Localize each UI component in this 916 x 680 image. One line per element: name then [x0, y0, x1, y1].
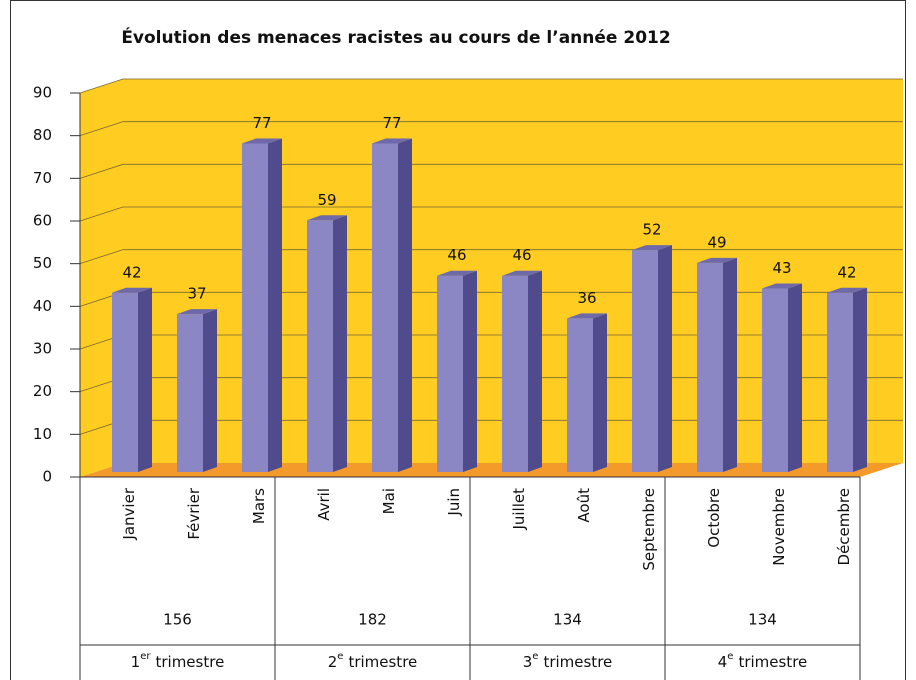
y-tick-label: 0 [42, 468, 52, 486]
bar-side [138, 287, 152, 472]
bar-top [177, 309, 217, 315]
x-tick-label: Janvier [120, 487, 138, 540]
y-tick-label: 30 [33, 340, 52, 358]
bar-side [333, 215, 347, 472]
bar [502, 275, 528, 472]
bar-side [723, 257, 737, 472]
quarter-suffix: e [532, 651, 538, 662]
quarter-total: 182 [358, 611, 387, 629]
x-tick-label: Novembre [770, 488, 788, 566]
bar [307, 220, 333, 472]
bar-top [697, 257, 737, 263]
y-tick-label: 80 [33, 126, 52, 144]
x-tick-label: Avril [315, 488, 333, 521]
data-label: 42 [837, 263, 856, 281]
y-tick-label: 40 [33, 297, 52, 315]
data-label: 49 [707, 233, 726, 251]
x-tick-label: Septembre [640, 488, 658, 571]
bar [112, 292, 138, 472]
bar-side [658, 245, 672, 472]
grid-line [79, 206, 903, 222]
data-label: 77 [252, 114, 271, 132]
quarter-suffix: er [140, 651, 151, 662]
bar-side [853, 287, 867, 472]
quarter-text: trimestre [348, 653, 417, 671]
data-label: 37 [187, 285, 206, 303]
data-label: 52 [642, 221, 661, 239]
quarter-ordinal: 3 [523, 653, 533, 671]
bar-top [567, 313, 607, 319]
quarter-suffix: e [727, 651, 733, 662]
bar-side [268, 138, 282, 472]
quarter-text: trimestre [738, 653, 807, 671]
bar [827, 292, 853, 472]
data-label: 46 [447, 246, 466, 264]
x-tick-label: Juillet [510, 488, 528, 531]
quarter-text: trimestre [155, 653, 224, 671]
bar [437, 275, 463, 472]
x-tick-label: Février [185, 487, 203, 539]
bar-top [242, 138, 282, 144]
y-tick-label: 10 [33, 425, 52, 443]
bar-top [632, 245, 672, 251]
data-label: 59 [317, 191, 336, 209]
quarter-ordinal: 1 [131, 653, 141, 671]
bar-side [788, 283, 802, 472]
quarter-label: 3e trimestre [523, 651, 613, 671]
bar [762, 288, 788, 472]
data-label: 46 [512, 246, 531, 264]
bar [177, 314, 203, 472]
quarter-total: 134 [553, 611, 582, 629]
y-tick-label: 90 [33, 84, 52, 102]
bar [697, 262, 723, 472]
y-tick-label: 20 [33, 382, 52, 400]
x-tick-label: Juin [445, 488, 463, 517]
bar-top [762, 283, 802, 289]
bar-side [528, 270, 542, 472]
bar-top [307, 215, 347, 221]
bar-side [398, 138, 412, 472]
quarter-label: 2e trimestre [328, 651, 418, 671]
y-tick-label: 50 [33, 254, 52, 272]
data-label: 43 [772, 259, 791, 277]
quarter-ordinal: 2 [328, 653, 338, 671]
chart-title: Évolution des menaces racistes au cours … [121, 26, 670, 48]
quarter-ordinal: 4 [718, 653, 728, 671]
x-tick-label: Décembre [835, 488, 853, 565]
quarter-text: trimestre [543, 653, 612, 671]
bar [567, 318, 593, 472]
bar [242, 143, 268, 472]
bar-side [593, 313, 607, 472]
quarter-label: 1er trimestre [131, 651, 225, 671]
quarter-total: 156 [163, 611, 192, 629]
x-tick-label: Août [575, 488, 593, 523]
x-tick-label: Mai [380, 488, 398, 514]
x-tick-label: Octobre [705, 488, 723, 548]
quarter-total: 134 [748, 611, 777, 629]
bar-side [203, 309, 217, 472]
data-label: 77 [382, 114, 401, 132]
bar-top [502, 270, 542, 276]
bar-top [827, 287, 867, 293]
grid-line [79, 121, 903, 137]
y-tick-label: 70 [33, 169, 52, 187]
grid-line [79, 78, 903, 94]
y-tick-label: 60 [33, 212, 52, 230]
bar-top [112, 287, 152, 293]
grid-line [79, 163, 903, 179]
quarter-suffix: e [337, 651, 343, 662]
bar [632, 250, 658, 472]
frame [10, 0, 906, 680]
data-label: 42 [122, 263, 141, 281]
bar-top [437, 270, 477, 276]
quarter-label: 4e trimestre [718, 651, 808, 671]
bar-side [463, 270, 477, 472]
x-tick-label: Mars [250, 488, 268, 524]
bar [372, 143, 398, 472]
data-label: 36 [577, 289, 596, 307]
bar-top [372, 138, 412, 144]
